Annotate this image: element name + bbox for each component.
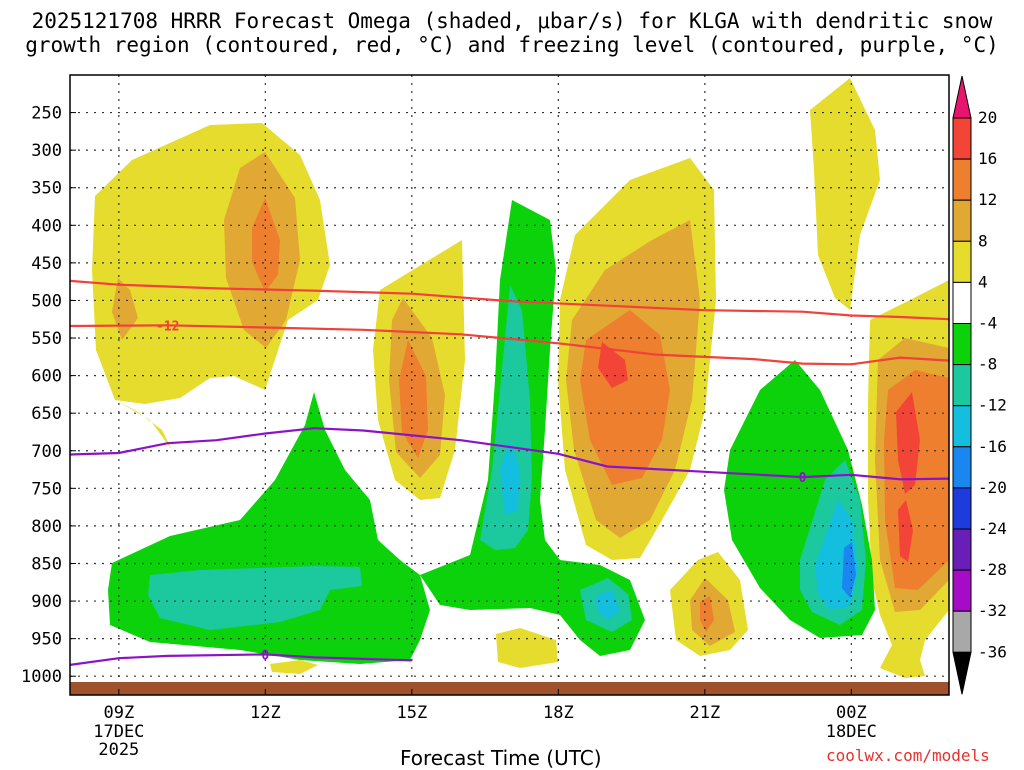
colorbar-swatch xyxy=(952,446,972,489)
colorbar-label: 16 xyxy=(978,149,997,168)
omega-region-upward-16 xyxy=(898,500,913,562)
colorbar-label: 4 xyxy=(978,272,988,291)
y-tick-label: 950 xyxy=(31,630,62,650)
colorbar-swatch xyxy=(952,610,972,653)
omega-region-upward-12 xyxy=(252,198,280,292)
x-tick-label: 00Z xyxy=(836,703,867,723)
colorbar-label: 8 xyxy=(978,231,988,250)
freezing-level-contour-surface-label: 0 xyxy=(261,648,269,663)
colorbar-label: -16 xyxy=(978,437,1007,456)
colorbar: 20 16 12 8 4 -4 -8 -12 -16 -20 -24 -28 -32 -36 xyxy=(952,75,1007,695)
omega-region-downward-12 xyxy=(500,440,520,515)
dgz-contour-lower-label: -12 xyxy=(156,319,179,334)
dgz-contour-lower xyxy=(70,324,949,366)
colorbar-label: -32 xyxy=(978,601,1007,620)
x-tick-date: 18DEC xyxy=(826,722,877,742)
y-tick-label: 550 xyxy=(31,329,62,349)
x-tick-label: 15Z xyxy=(396,703,427,723)
y-tick-label: 800 xyxy=(31,517,62,537)
y-tick-label: 350 xyxy=(31,179,62,199)
colorbar-bottom-arrow xyxy=(952,651,972,695)
colorbar-label: 12 xyxy=(978,190,997,209)
y-tick-label: 850 xyxy=(31,554,62,574)
colorbar-swatch xyxy=(952,405,972,448)
y-tick-label: 400 xyxy=(31,216,62,236)
plot-frame xyxy=(69,74,950,696)
y-tick-label: 250 xyxy=(31,104,62,124)
omega-region-upward-12 xyxy=(700,596,714,632)
colorbar-swatch xyxy=(952,117,972,160)
y-tick-label: 750 xyxy=(31,479,62,499)
x-axis-title: Forecast Time (UTC) xyxy=(400,746,602,770)
colorbar-swatch xyxy=(952,364,972,407)
x-tick-year: 2025 xyxy=(98,740,139,760)
x-tick-label: 21Z xyxy=(689,703,720,723)
colorbar-label: -28 xyxy=(978,560,1007,579)
omega-region-upward-4 xyxy=(810,78,880,310)
freezing-level-contour-label: 0 xyxy=(799,471,807,486)
x-tick-label: 12Z xyxy=(250,703,281,723)
chart-title-line-2: growth region (contoured, red, °C) and f… xyxy=(25,33,999,57)
omega-region-upward-12 xyxy=(399,340,428,458)
colorbar-top-arrow xyxy=(952,75,972,119)
omega-shading xyxy=(92,78,949,678)
omega-region-upward-4 xyxy=(496,628,558,668)
y-tick-label: 900 xyxy=(31,592,62,612)
y-tick-label: 600 xyxy=(31,367,62,387)
y-tick-label: 700 xyxy=(31,442,62,462)
colorbar-swatch xyxy=(952,199,972,242)
colorbar-swatch xyxy=(952,487,972,530)
credit-link[interactable]: coolwx.com/models xyxy=(826,746,990,765)
colorbar-swatch xyxy=(952,323,972,366)
x-tick-date: 17DEC xyxy=(93,722,144,742)
omega-region-downward-8 xyxy=(148,566,362,630)
colorbar-label: -24 xyxy=(978,519,1007,538)
omega-region-upward-16 xyxy=(896,392,920,494)
ground-surface xyxy=(70,682,949,695)
y-tick-label: 450 xyxy=(31,254,62,274)
colorbar-label: -36 xyxy=(978,642,1007,661)
colorbar-label: -12 xyxy=(978,396,1007,415)
dgz-contour-upper xyxy=(70,279,949,321)
colorbar-swatch xyxy=(952,528,972,571)
chart-title-line-1: 2025121708 HRRR Forecast Omega (shaded, … xyxy=(31,9,993,33)
omega-region-upward-16 xyxy=(598,342,628,388)
colorbar-label: -4 xyxy=(978,314,997,333)
omega-region-upward-4 xyxy=(115,400,172,450)
colorbar-swatch xyxy=(952,240,972,283)
x-tick-label: 18Z xyxy=(543,703,574,723)
omega-region-downward-4 xyxy=(420,200,645,656)
x-tick-label: 09Z xyxy=(103,703,134,723)
freezing-level-contour xyxy=(70,427,949,481)
omega-region-upward-4 xyxy=(270,660,318,674)
y-tick-label: 500 xyxy=(31,291,62,311)
colorbar-swatch xyxy=(952,158,972,201)
colorbar-swatch xyxy=(952,569,972,612)
colorbar-label: 20 xyxy=(978,108,997,127)
y-axis: 250 300 350 400 450 500 550 600 650 700 750 800 850 9… xyxy=(21,104,76,687)
y-tick-label: 1000 xyxy=(21,667,62,687)
y-tick-label: 650 xyxy=(31,404,62,424)
omega-region-downward-16 xyxy=(842,542,856,598)
colorbar-swatch xyxy=(952,281,972,324)
omega-region-downward-12 xyxy=(595,590,620,620)
y-tick-label: 300 xyxy=(31,141,62,161)
freezing-level-contour-surface xyxy=(70,653,412,666)
colorbar-label: -8 xyxy=(978,355,997,374)
colorbar-label: -20 xyxy=(978,478,1007,497)
contour-lines: -12 0 0 xyxy=(70,279,949,666)
